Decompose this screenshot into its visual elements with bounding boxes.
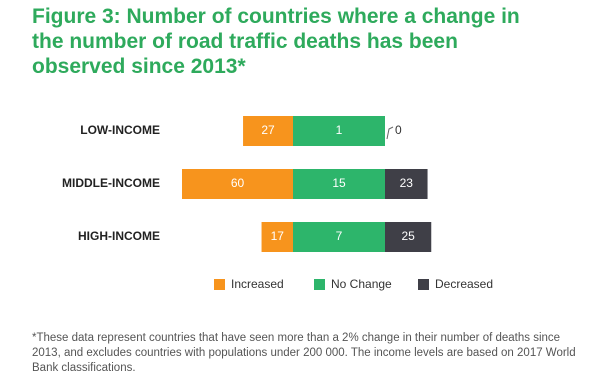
bar-segment: [385, 169, 428, 199]
label-leader: [386, 126, 394, 140]
legend-swatch: [418, 279, 429, 290]
legend-label: No Change: [331, 277, 392, 291]
value-label: 25: [401, 229, 415, 243]
bar-segment: [293, 116, 385, 146]
bar-segment: [261, 222, 293, 252]
value-label: 7: [336, 229, 343, 243]
legend-swatch: [314, 279, 325, 290]
category-label: LOW-INCOME: [80, 123, 160, 137]
value-label: 60: [231, 176, 245, 190]
bar-segment: [385, 222, 432, 252]
legend-label: Decreased: [435, 277, 493, 291]
category-label: HIGH-INCOME: [78, 229, 160, 243]
footnote: *These data represent countries that hav…: [32, 332, 576, 374]
bar-segment: [182, 169, 293, 199]
bar-segment: [293, 222, 385, 252]
chart: LOW-INCOME 27 1 0 MIDDLE-INCOME 60 15 23 HIGH-IN…: [62, 116, 493, 291]
bar-segment: [243, 116, 293, 146]
value-label: 15: [332, 176, 346, 190]
legend-label: Increased: [231, 277, 284, 291]
category-label: MIDDLE-INCOME: [62, 176, 160, 190]
value-label: 27: [261, 123, 275, 137]
value-label: 23: [400, 176, 414, 190]
value-label: 17: [271, 229, 285, 243]
value-label: 1: [336, 123, 343, 137]
chart-title: Figure 3: Number of countries where a ch…: [32, 5, 520, 78]
legend-swatch: [214, 279, 225, 290]
bar-segment: [293, 169, 385, 199]
value-label: 0: [395, 123, 402, 137]
